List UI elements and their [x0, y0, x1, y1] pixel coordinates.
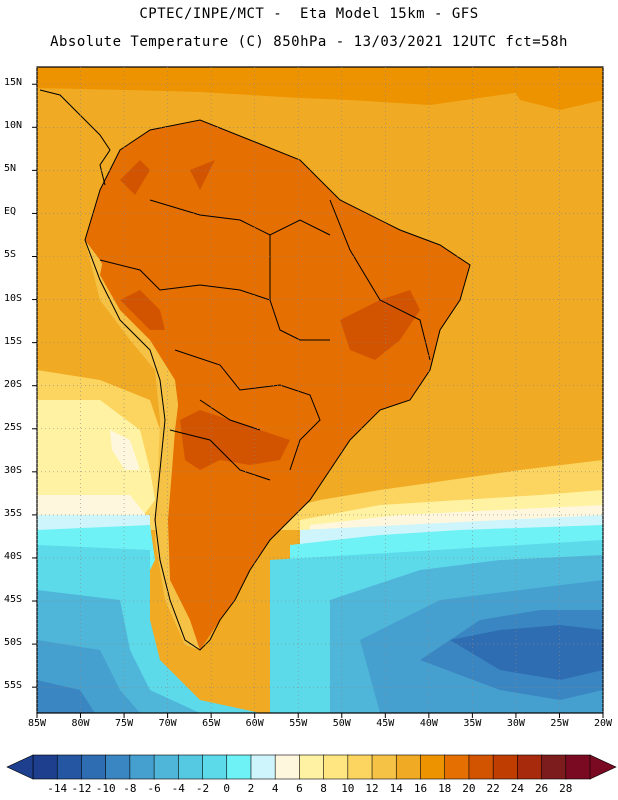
- lat-label: 45S: [4, 594, 23, 606]
- country-borders: [39, 89, 471, 651]
- lon-label: 45W: [376, 718, 395, 729]
- colorbar-swatch: [250, 754, 276, 780]
- lat-label: 15N: [4, 77, 23, 89]
- deep-blue-band: [37, 610, 603, 713]
- colorbar-label: -12: [71, 782, 92, 795]
- colorbar-swatch: [202, 754, 228, 780]
- lat-label: 35S: [4, 507, 23, 519]
- colorbar-label: 26: [534, 782, 549, 795]
- colorbar-label: 18: [438, 782, 452, 795]
- colorbar-label: 10: [341, 782, 355, 795]
- lon-label: 30W: [506, 718, 525, 729]
- lat-label: EQ: [4, 206, 17, 218]
- colorbar-label: 6: [296, 782, 303, 795]
- colorbar-swatch: [323, 754, 349, 780]
- colorbar-label: 28: [559, 782, 573, 795]
- deeper-blue-patch: [450, 625, 603, 680]
- colorbar-label: 4: [271, 782, 279, 795]
- colorbar-swatch: [81, 754, 107, 780]
- colorbar: [6, 754, 617, 780]
- lon-label: 20W: [593, 718, 613, 729]
- colorbar-swatch: [129, 754, 155, 780]
- colorbar-label: 2: [247, 782, 255, 795]
- colorbar-swatch: [153, 754, 180, 780]
- lat-label: 55S: [4, 680, 23, 692]
- colorbar-label: -4: [171, 782, 185, 795]
- lon-label: 80W: [71, 718, 90, 729]
- lat-label: 5N: [4, 163, 17, 175]
- lon-label: 85W: [27, 718, 47, 729]
- lat-label: 10S: [4, 292, 23, 304]
- chart-title: CPTEC/INPE/MCT - Eta Model 15km - GFS: [139, 6, 479, 22]
- colorbar-label: 14: [389, 782, 403, 795]
- lon-label: 75W: [115, 718, 134, 729]
- colorbar-swatch: [468, 754, 494, 780]
- colorbar-swatch: [226, 754, 252, 780]
- colorbar-label: -10: [95, 782, 116, 795]
- colorbar-swatch: [395, 754, 422, 780]
- lon-label: 50W: [332, 718, 351, 729]
- colorbar-swatch: [178, 754, 204, 780]
- lat-label: 40S: [4, 550, 23, 562]
- colorbar-swatch: [492, 754, 519, 780]
- colorbar-label: 20: [462, 782, 476, 795]
- colorbar-swatch: [347, 754, 373, 780]
- subtropical-yellow-band: [37, 370, 603, 530]
- atlantic-warm-patch: [500, 67, 603, 110]
- colorbar-swatch: [274, 754, 301, 780]
- colorbar-label: 22: [486, 782, 500, 795]
- colorbar-swatch: [299, 754, 325, 780]
- lon-label: 35W: [463, 718, 482, 729]
- colorbar-swatch: [56, 754, 83, 780]
- lat-label: 5S: [4, 249, 17, 261]
- colorbar-swatch: [565, 754, 591, 780]
- lon-label: 70W: [158, 718, 177, 729]
- colorbar-swatch: [105, 754, 131, 780]
- colorbar-label: 8: [320, 782, 327, 795]
- colorbar-swatch: [420, 754, 446, 780]
- blue-band: [37, 580, 603, 713]
- colorbar-label: 12: [365, 782, 379, 795]
- colorbar-label: 0: [223, 782, 231, 795]
- lon-label: 40W: [419, 718, 438, 729]
- lat-label: 30S: [4, 464, 23, 476]
- lat-label: 15S: [4, 335, 23, 347]
- colorbar-swatch: [32, 754, 59, 780]
- colorbar-swatch: [517, 754, 543, 780]
- lat-label: 25S: [4, 421, 23, 433]
- colorbar-label: 16: [413, 782, 428, 795]
- lat-label: 20S: [4, 378, 23, 390]
- continent-hottest-core: [120, 160, 420, 470]
- colorbar-label: 24: [510, 782, 524, 795]
- colorbar-label: -14: [47, 782, 68, 795]
- tropical-warm-band: [37, 67, 603, 105]
- lat-label: 50S: [4, 637, 23, 649]
- colorbar-label: -8: [123, 782, 137, 795]
- colorbar-over-arrow: [589, 754, 617, 780]
- lon-label: 65W: [202, 718, 221, 729]
- chart-subtitle: Absolute Temperature (C) 850hPa - 13/03/…: [50, 34, 568, 50]
- andes-cool-strip: [85, 240, 200, 650]
- axis-ticks: [32, 83, 604, 718]
- colorbar-under-arrow: [6, 754, 34, 780]
- colorbar-label: -6: [147, 782, 161, 795]
- map-frame: [36, 66, 604, 714]
- colorbar-swatch: [371, 754, 398, 780]
- lon-label: 25W: [550, 718, 569, 729]
- lon-label: 55W: [289, 718, 308, 729]
- colorbar-swatch: [541, 754, 567, 780]
- lat-label: 10N: [4, 120, 23, 132]
- colorbar-swatch: [444, 754, 470, 780]
- lon-label: 60W: [245, 718, 264, 729]
- colorbar-label: -2: [195, 782, 210, 795]
